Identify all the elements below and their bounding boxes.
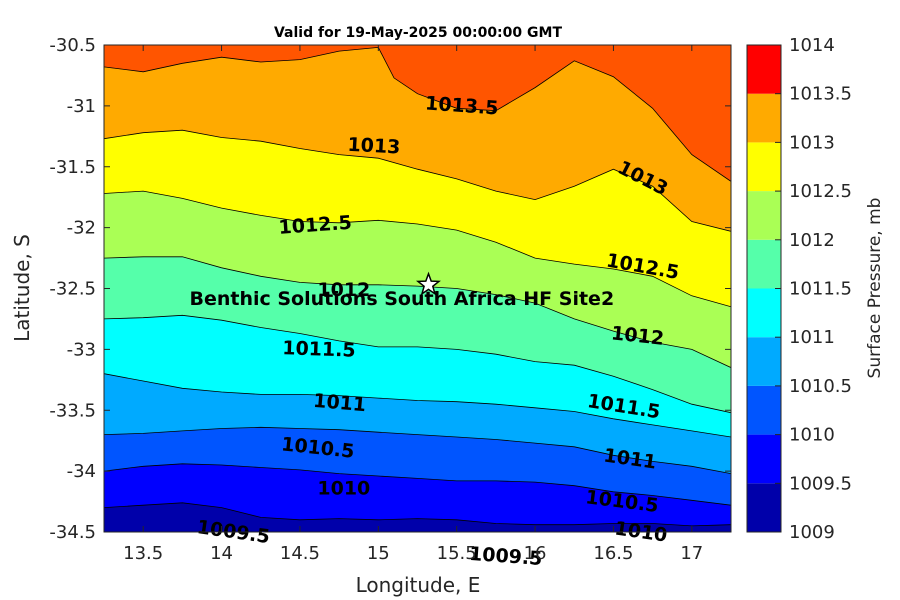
y-tick-label: -33.5 bbox=[49, 400, 96, 421]
y-tick-label: -31 bbox=[67, 96, 96, 117]
colorbar-tick-label: 1010 bbox=[789, 425, 835, 446]
site-label: Benthic Solutions South Africa HF Site2 bbox=[189, 288, 614, 310]
x-tick-label: 16.5 bbox=[593, 543, 633, 564]
contour-label: 1011 bbox=[312, 390, 367, 417]
y-tick-label: -34.5 bbox=[49, 522, 96, 543]
contour-label: 1013.5 bbox=[424, 92, 499, 119]
pressure-bands bbox=[104, 45, 731, 532]
colorbar-swatch bbox=[747, 385, 781, 435]
colorbar-swatch bbox=[747, 45, 781, 94]
x-tick-label: 14 bbox=[210, 543, 233, 564]
x-axis-ticks: 13.5 14 14.5 15 15.5 16 16.5 17 bbox=[123, 45, 703, 564]
colorbar-tick-label: 1012 bbox=[789, 230, 835, 251]
isobar-1012 bbox=[104, 256, 731, 368]
y-axis-label: Latitude, S bbox=[10, 234, 34, 342]
isobar-1011 bbox=[104, 373, 731, 438]
x-tick-label: 15.5 bbox=[437, 543, 477, 564]
colorbar: 1009 1009.5 1010 1010.5 1011 1011.5 1012 1012.5… bbox=[746, 35, 852, 543]
colorbar-swatch bbox=[747, 288, 781, 338]
contour-label: 1012 bbox=[610, 322, 665, 349]
colorbar-label: Surface Pressure, mb bbox=[865, 198, 885, 379]
contour-label: 1012.5 bbox=[278, 212, 353, 239]
x-tick-label: 14.5 bbox=[280, 543, 320, 564]
site-star-icon bbox=[415, 271, 441, 296]
contour-label: 1013 bbox=[347, 134, 401, 159]
isobar-1012.5 bbox=[104, 190, 731, 308]
colorbar-tick-label: 1009 bbox=[789, 522, 835, 543]
x-axis-label: Longitude, E bbox=[356, 573, 481, 597]
colorbar-swatch bbox=[747, 93, 781, 143]
chart-title: Valid for 19-May-2025 00:00:00 GMT bbox=[274, 25, 562, 41]
isobar-1013.5 bbox=[104, 46, 731, 182]
y-tick-label: -30.5 bbox=[49, 35, 96, 56]
colorbar-swatch bbox=[747, 434, 781, 484]
x-tick-label: 17 bbox=[680, 543, 703, 564]
y-tick-label: -32 bbox=[67, 218, 96, 239]
colorbar-tick-label: 1009.5 bbox=[789, 473, 852, 494]
isobar-1010.5 bbox=[104, 426, 731, 474]
x-tick-label: 15 bbox=[367, 543, 390, 564]
colorbar-tick-label: 1010.5 bbox=[789, 376, 852, 397]
isobar-1010 bbox=[104, 463, 731, 506]
colorbar-tick-label: 1013.5 bbox=[789, 84, 852, 105]
contour-label: 1010 bbox=[317, 477, 370, 499]
colorbar-swatch bbox=[747, 337, 781, 386]
contour-label: 1011.5 bbox=[282, 337, 356, 362]
colorbar-swatch bbox=[747, 239, 781, 289]
y-axis-ticks: -30.5 -31 -31.5 -32 -32.5 -33 -33.5 -34 -34.5 bbox=[49, 35, 731, 543]
y-tick-label: -32.5 bbox=[49, 279, 96, 300]
y-tick-label: -33 bbox=[67, 339, 96, 360]
contour-label: 1012 bbox=[317, 279, 370, 301]
colorbar-tick-label: 1011.5 bbox=[789, 279, 852, 300]
colorbar-swatch bbox=[747, 142, 781, 192]
site-annotation: Benthic Solutions South Africa HF Site2 bbox=[189, 271, 614, 310]
colorbar-tick-label: 1011 bbox=[789, 327, 835, 348]
x-tick-label: 13.5 bbox=[123, 543, 163, 564]
y-tick-label: -34 bbox=[67, 461, 96, 482]
isobar-1009.5 bbox=[104, 502, 731, 527]
x-tick-label: 16 bbox=[524, 543, 547, 564]
contour-label: 1009.5 bbox=[468, 543, 543, 570]
colorbar-tick-label: 1014 bbox=[789, 35, 835, 56]
isobar-1011.5 bbox=[104, 314, 731, 414]
y-tick-label: -31.5 bbox=[49, 157, 96, 178]
colorbar-swatch bbox=[747, 191, 781, 240]
colorbar-tick-label: 1013 bbox=[789, 132, 835, 153]
isobar-lines bbox=[104, 46, 731, 527]
colorbar-swatch bbox=[747, 483, 781, 532]
isobar-1013 bbox=[104, 129, 731, 232]
colorbar-tick-label: 1012.5 bbox=[789, 181, 852, 202]
